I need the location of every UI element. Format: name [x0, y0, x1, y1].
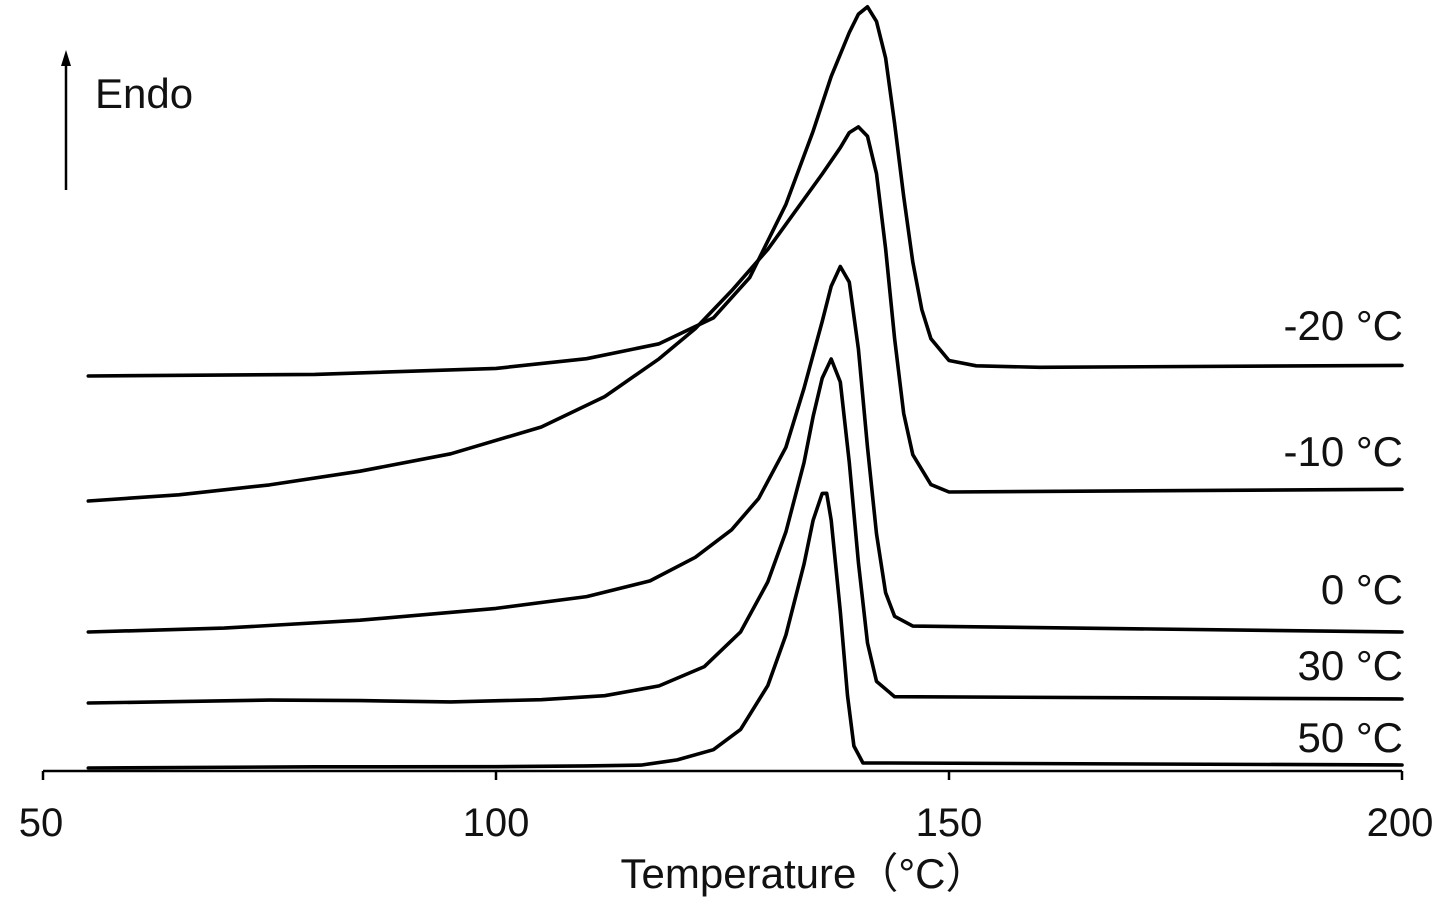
series-curve — [86, 5, 1404, 378]
endo-indicator: Endo — [61, 50, 193, 190]
series-curve — [86, 264, 1404, 634]
series-curve — [86, 357, 1404, 705]
x-axis: 50 100 150 200 Temperature（°C） — [19, 769, 1434, 897]
endo-label: Endo — [95, 70, 193, 117]
endo-arrowhead-icon — [61, 50, 71, 66]
curves-group — [86, 5, 1404, 770]
series-label: -20 °C — [1284, 302, 1404, 349]
series-curve — [86, 125, 1404, 503]
x-tick-label: 150 — [916, 801, 983, 845]
x-axis-title: Temperature（°C） — [621, 850, 988, 897]
x-tick-label: 100 — [463, 801, 530, 845]
series-labels-group: -20 °C -10 °C 0 °C 30 °C 50 °C — [1284, 302, 1404, 761]
x-ticks-group: 50 100 150 200 — [19, 771, 1434, 845]
x-tick-label: 200 — [1367, 801, 1434, 845]
series-label: 30 °C — [1297, 642, 1403, 689]
x-tick-label: 50 — [19, 801, 64, 845]
series-curve — [86, 491, 1404, 770]
series-label: 50 °C — [1297, 714, 1403, 761]
series-label: -10 °C — [1284, 428, 1404, 475]
series-label: 0 °C — [1321, 566, 1403, 613]
